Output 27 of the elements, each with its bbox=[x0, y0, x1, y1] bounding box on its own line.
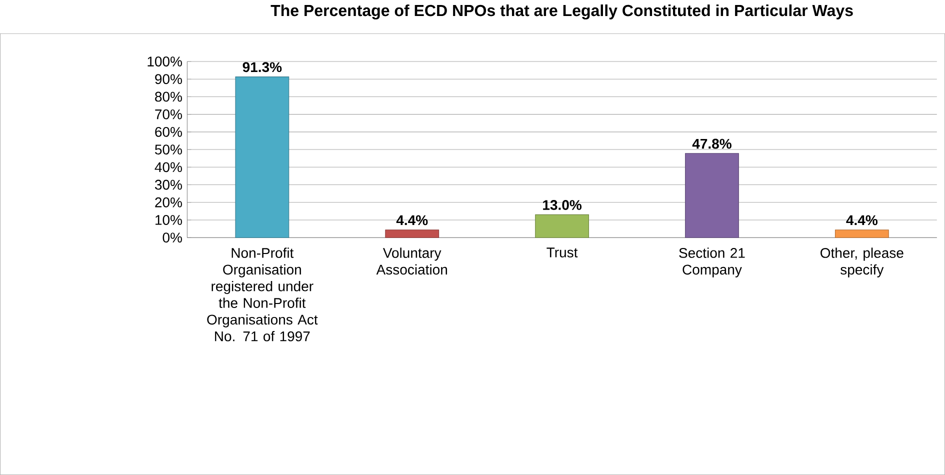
bar bbox=[235, 76, 290, 238]
y-tick-label: 60% bbox=[155, 126, 182, 137]
y-tick-label: 20% bbox=[155, 197, 182, 208]
x-tick-label: Other, please specify bbox=[820, 248, 904, 278]
bar bbox=[535, 214, 589, 238]
y-tick-label: 50% bbox=[155, 144, 182, 154]
data-label: 91.3% bbox=[242, 62, 282, 72]
data-label: 47.8% bbox=[692, 138, 732, 149]
x-tick-label: Trust bbox=[546, 248, 578, 258]
x-tick-label: Section 21 Company bbox=[679, 248, 745, 278]
y-tick-label: 0% bbox=[162, 232, 182, 243]
y-tick-label: 30% bbox=[154, 180, 182, 190]
bar bbox=[385, 230, 440, 238]
bar bbox=[834, 230, 889, 238]
chart-title: The Percentage of ECD NPOs that are Legally Constituted in Particular Ways bbox=[270, 4, 853, 20]
data-label: 13.0% bbox=[543, 200, 582, 210]
bar bbox=[685, 153, 739, 238]
x-tick-label: Voluntary Association bbox=[376, 248, 448, 275]
y-tick-label: 70% bbox=[155, 109, 182, 120]
data-label: 4.4% bbox=[396, 215, 428, 226]
y-tick-label: 100% bbox=[148, 56, 182, 66]
x-tick-label: Non-Profit Organisation registered under the Non-Profit Organisations Act No. 71 of 1997 bbox=[207, 248, 318, 342]
y-tick-label: 10% bbox=[156, 214, 182, 225]
y-tick-label: 90% bbox=[155, 74, 182, 84]
y-tick-label: 80% bbox=[155, 92, 182, 102]
y-tick-label: 40% bbox=[154, 162, 182, 172]
data-label: 4.4% bbox=[846, 215, 878, 226]
